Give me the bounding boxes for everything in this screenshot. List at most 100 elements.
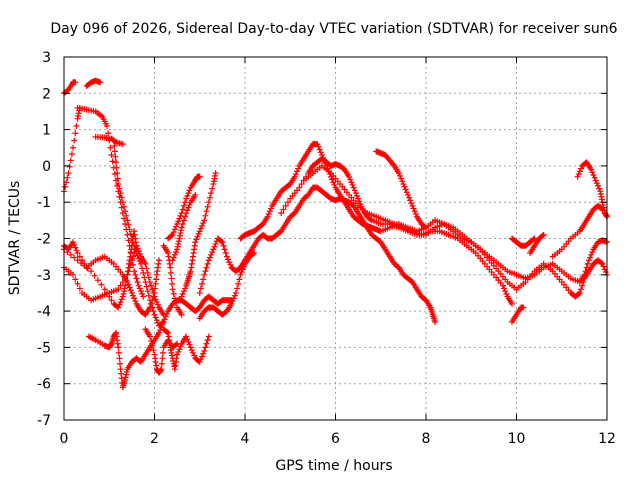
data-point	[196, 228, 203, 235]
data-point	[205, 333, 212, 340]
data-point	[432, 318, 439, 325]
data-point	[94, 277, 101, 284]
data-point	[199, 280, 206, 287]
data-point	[170, 254, 177, 261]
data-point	[596, 185, 603, 192]
data-point	[298, 181, 305, 188]
data-point	[115, 349, 122, 356]
data-point	[410, 205, 417, 212]
data-point	[203, 340, 210, 347]
data-point	[187, 344, 194, 351]
data-point	[128, 289, 135, 296]
data-point	[91, 272, 98, 279]
data-point	[177, 343, 184, 350]
data-point	[151, 293, 158, 300]
data-point	[395, 170, 402, 177]
data-point	[88, 268, 95, 275]
data-point	[116, 355, 123, 362]
data-point	[314, 141, 321, 148]
y-tick-label: -7	[37, 413, 51, 429]
data-point	[200, 276, 207, 283]
data-point	[179, 290, 186, 297]
data-point	[574, 173, 581, 180]
data-point	[197, 285, 204, 292]
data-point	[130, 292, 137, 299]
data-point	[159, 321, 166, 328]
data-point	[237, 271, 244, 278]
data-point	[201, 271, 208, 278]
data-point	[98, 281, 105, 288]
y-tick-label: 1	[42, 123, 51, 139]
data-point	[151, 311, 158, 318]
data-point	[206, 194, 213, 201]
data-point	[182, 213, 189, 220]
data-point	[142, 260, 149, 267]
data-point	[162, 313, 169, 320]
data-point	[150, 289, 157, 296]
data-point	[72, 79, 79, 86]
x-tick-label: 12	[598, 431, 616, 447]
data-point	[202, 268, 209, 275]
data-point	[167, 269, 174, 276]
data-point	[539, 232, 546, 239]
data-point	[153, 317, 160, 324]
data-point	[77, 260, 84, 267]
data-point	[84, 265, 91, 272]
data-point	[194, 233, 201, 240]
data-point	[367, 216, 374, 223]
series-track-17	[178, 170, 219, 300]
data-point	[222, 250, 229, 257]
data-point	[113, 159, 120, 166]
gridlines	[64, 57, 607, 420]
data-point	[508, 300, 515, 307]
data-point	[116, 185, 123, 192]
series-track-20	[196, 184, 439, 325]
data-point	[199, 353, 206, 360]
data-point	[403, 189, 410, 196]
data-point	[159, 349, 166, 356]
series-track-7	[61, 239, 163, 318]
data-point	[192, 239, 199, 246]
data-point	[317, 149, 324, 156]
data-point	[124, 217, 131, 224]
data-point	[282, 202, 289, 209]
data-point	[64, 174, 71, 181]
data-point	[116, 360, 123, 367]
data-point	[185, 338, 192, 345]
data-point	[575, 290, 582, 297]
x-tick-label: 0	[60, 431, 69, 447]
data-point	[576, 168, 583, 175]
data-point	[585, 257, 592, 264]
data-point	[183, 195, 190, 202]
y-axis-label: SDTVAR / TECUs	[7, 181, 23, 296]
data-point	[158, 324, 165, 331]
data-point	[579, 282, 586, 289]
data-point	[199, 222, 206, 229]
data-point	[196, 289, 203, 296]
data-point	[146, 304, 153, 311]
data-point	[284, 199, 291, 206]
data-point	[170, 229, 177, 236]
series-track-12	[160, 326, 212, 373]
data-point	[176, 346, 183, 353]
data-point	[117, 299, 124, 306]
data-point	[150, 347, 157, 354]
data-point	[145, 292, 152, 299]
data-point	[135, 282, 142, 289]
data-point	[131, 268, 138, 275]
data-point	[119, 199, 126, 206]
data-point	[127, 287, 134, 294]
data-point	[598, 260, 605, 267]
data-point	[177, 212, 184, 219]
data-point	[169, 280, 176, 287]
data-point	[330, 179, 337, 186]
data-point	[329, 176, 336, 183]
data-points	[61, 77, 610, 391]
y-tick-label: -2	[37, 232, 51, 248]
data-point	[404, 191, 411, 198]
series-track-26	[527, 231, 547, 257]
data-point	[584, 260, 591, 267]
data-point	[352, 190, 359, 197]
data-point	[587, 254, 594, 261]
